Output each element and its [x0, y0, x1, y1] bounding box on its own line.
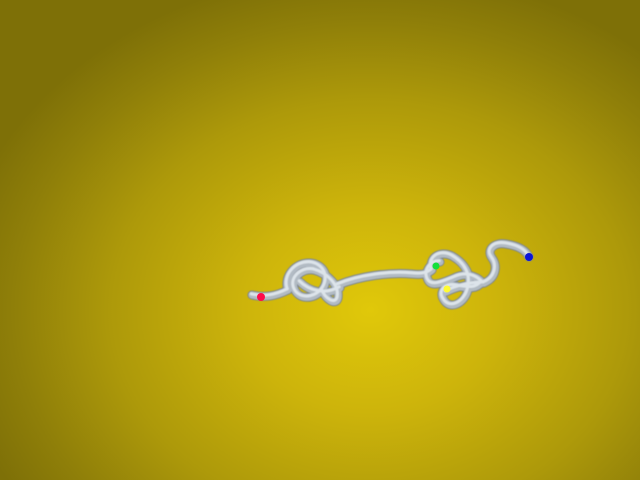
blue-marker — [525, 253, 533, 261]
green-marker — [432, 262, 440, 270]
tube-segment — [481, 241, 530, 284]
yellow-marker — [443, 285, 451, 293]
tube-segment — [297, 279, 341, 293]
knot-markers — [257, 253, 533, 301]
knot-tube — [247, 239, 534, 310]
tube-segment — [428, 251, 470, 306]
tube-segment — [424, 259, 483, 289]
tube-segment — [249, 287, 289, 297]
red-marker — [257, 293, 265, 301]
tube-segment — [311, 267, 339, 302]
